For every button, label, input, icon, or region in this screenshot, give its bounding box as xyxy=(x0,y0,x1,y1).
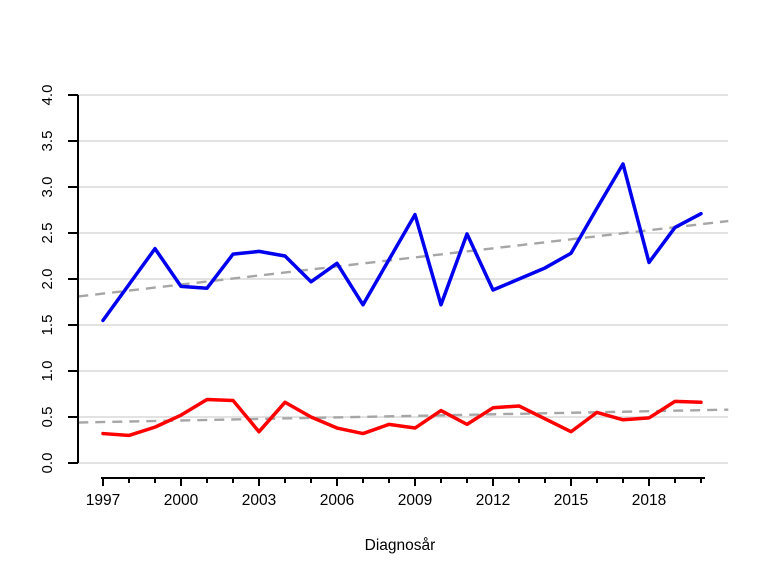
y-tick-label: 3.5 xyxy=(39,131,56,152)
y-tick-label: 1.0 xyxy=(39,361,56,382)
trend-blue xyxy=(78,219,729,298)
y-tick-label: 1.5 xyxy=(39,315,56,336)
x-tick-label: 1997 xyxy=(86,492,120,509)
series-blue-line xyxy=(101,162,703,323)
trend-red xyxy=(78,408,729,424)
x-tick-label: 2006 xyxy=(320,492,354,509)
y-tick-label: 3.0 xyxy=(39,177,56,198)
x-tick-label: 2000 xyxy=(164,492,199,509)
x-tick-label: 2012 xyxy=(476,492,510,509)
x-axis-title: Diagnosår xyxy=(365,537,436,554)
y-tick-label: 2.0 xyxy=(39,269,56,290)
y-tick-label: 0.0 xyxy=(39,453,56,474)
y-tick-label: 0.5 xyxy=(39,407,56,428)
x-tick-label: 2009 xyxy=(398,492,432,509)
x-tick-label: 2018 xyxy=(632,492,666,509)
x-tick-label: 2003 xyxy=(242,492,276,509)
y-tick-label: 4.0 xyxy=(39,85,56,106)
x-tick-label: 2015 xyxy=(554,492,588,509)
y-tick-label: 2.5 xyxy=(39,223,56,244)
series-red-line xyxy=(101,397,703,438)
